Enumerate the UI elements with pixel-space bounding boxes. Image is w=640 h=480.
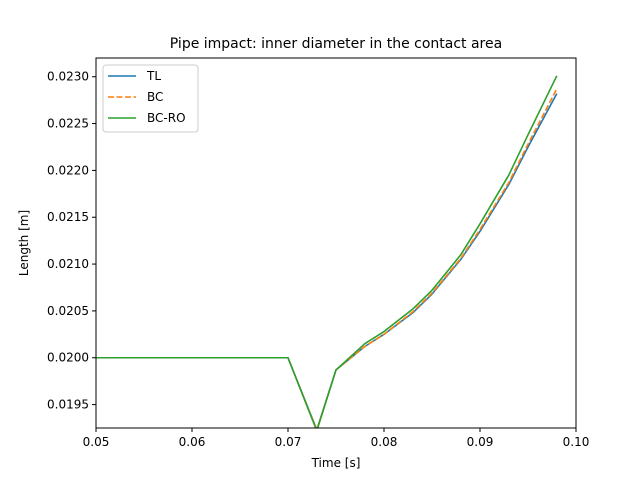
x-axis: 0.05 0.06 0.07 0.08 0.09 0.10 bbox=[83, 428, 590, 449]
legend-label-bc-ro: BC-RO bbox=[147, 111, 186, 125]
y-tick-label: 0.0205 bbox=[47, 304, 89, 318]
series-line-bc bbox=[96, 88, 558, 428]
legend: TL BC BC-RO bbox=[102, 64, 199, 133]
y-tick-label: 0.0230 bbox=[47, 70, 89, 84]
x-tick-label: 0.08 bbox=[371, 435, 398, 449]
plot-area bbox=[95, 57, 577, 429]
x-tick-label: 0.06 bbox=[179, 435, 206, 449]
series-layer bbox=[96, 75, 558, 428]
y-tick-label: 0.0200 bbox=[47, 351, 89, 365]
x-tick-label: 0.07 bbox=[275, 435, 302, 449]
legend-label-bc: BC bbox=[147, 90, 163, 104]
x-tick-label: 0.10 bbox=[563, 435, 590, 449]
y-tick-label: 0.0210 bbox=[47, 257, 89, 271]
y-tick-label: 0.0225 bbox=[47, 117, 89, 131]
y-tick-label: 0.0220 bbox=[47, 163, 89, 177]
y-tick-label: 0.0195 bbox=[47, 398, 89, 412]
x-tick-label: 0.09 bbox=[467, 435, 494, 449]
y-axis: 0.0195 0.0200 0.0205 0.0210 0.0215 0.0220 0.02… bbox=[47, 70, 96, 412]
series-line-bc-ro bbox=[96, 75, 558, 428]
chart-title: Pipe impact: inner diameter in the conta… bbox=[170, 36, 502, 52]
x-axis-label: Time [s] bbox=[311, 456, 361, 470]
x-tick-label: 0.05 bbox=[83, 435, 110, 449]
plot-frame bbox=[95, 57, 577, 429]
legend-frame bbox=[102, 64, 199, 133]
y-axis-label: Length [m] bbox=[17, 210, 31, 276]
y-tick-label: 0.0215 bbox=[47, 210, 89, 224]
legend-label-tl: TL bbox=[146, 69, 161, 83]
